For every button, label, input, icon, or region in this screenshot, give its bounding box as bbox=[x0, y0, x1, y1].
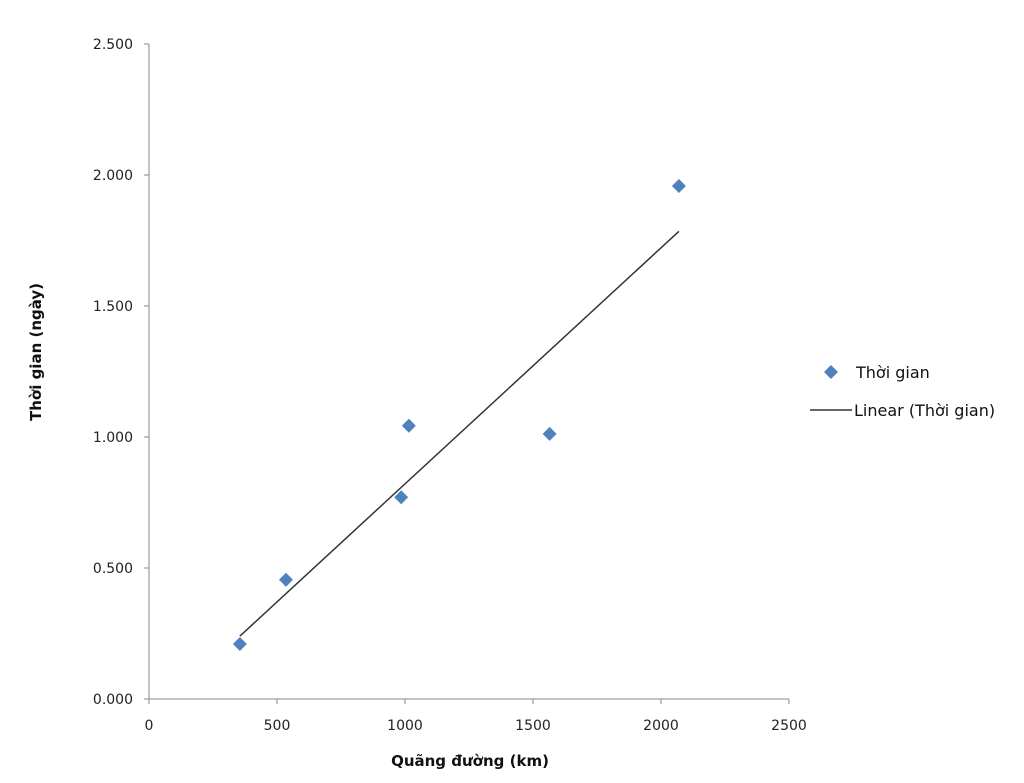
data-point bbox=[278, 572, 293, 587]
x-tick-label: 2000 bbox=[643, 718, 679, 734]
y-axis-title: Thời gian (ngày) bbox=[27, 283, 45, 421]
data-point bbox=[671, 179, 686, 194]
legend-marker-diamond-icon bbox=[824, 365, 838, 379]
y-tick-label: 1.500 bbox=[93, 299, 133, 315]
legend-label-trendline: Linear (Thời gian) bbox=[854, 401, 995, 420]
y-tick-label: 0.500 bbox=[93, 561, 133, 577]
trendline-group bbox=[239, 230, 680, 637]
x-tick-label: 500 bbox=[264, 718, 291, 734]
x-tick-label: 1000 bbox=[387, 718, 423, 734]
data-point bbox=[232, 636, 247, 651]
x-axis-ticks: 0 500 1000 1500 2000 2500 bbox=[145, 699, 807, 734]
trendline bbox=[239, 230, 680, 637]
plot-area: 0.000 0.500 1.000 1.500 2.000 2.500 0 500 1000 1… bbox=[93, 37, 807, 734]
legend: Thời gian Linear (Thời gian) bbox=[810, 363, 995, 420]
data-point bbox=[542, 426, 557, 441]
x-tick-label: 0 bbox=[145, 718, 154, 734]
data-points bbox=[232, 179, 686, 651]
data-point bbox=[394, 490, 409, 505]
legend-label-series: Thời gian bbox=[855, 363, 930, 382]
x-tick-label: 1500 bbox=[515, 718, 551, 734]
y-tick-label: 0.000 bbox=[93, 692, 133, 708]
y-axis-ticks: 0.000 0.500 1.000 1.500 2.000 2.500 bbox=[93, 37, 149, 708]
x-axis-title: Quãng đường (km) bbox=[391, 752, 549, 770]
y-tick-label: 2.500 bbox=[93, 37, 133, 53]
data-point bbox=[401, 418, 416, 433]
x-tick-label: 2500 bbox=[771, 718, 807, 734]
y-tick-label: 2.000 bbox=[93, 168, 133, 184]
y-tick-label: 1.000 bbox=[93, 430, 133, 446]
